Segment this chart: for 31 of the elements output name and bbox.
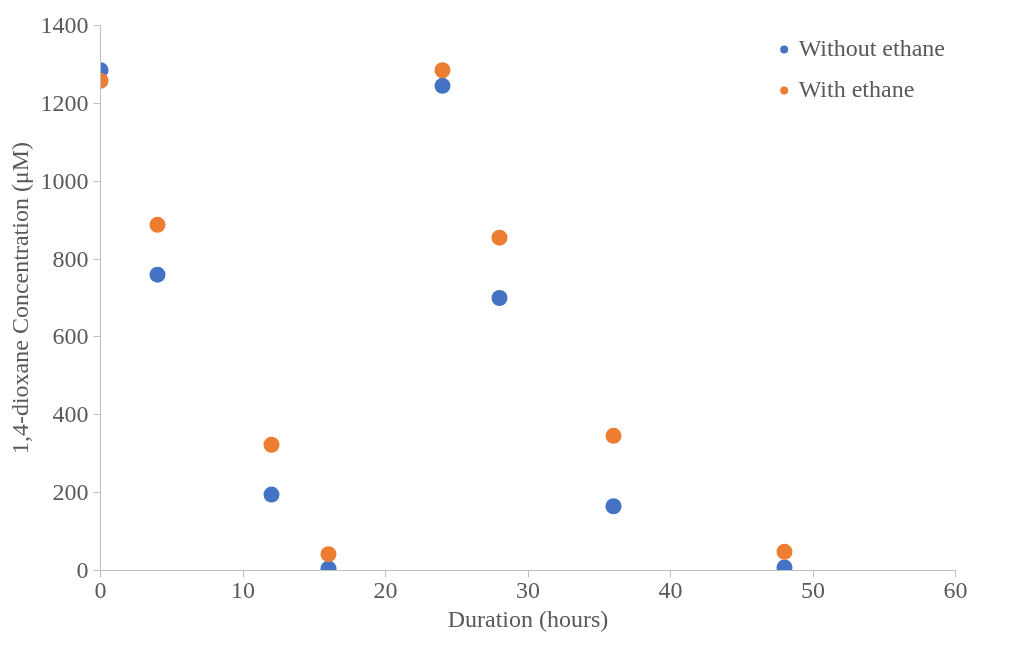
point xyxy=(491,229,508,246)
y-tick-label: 1400 xyxy=(40,12,89,38)
x-tick-label: 60 xyxy=(943,576,968,603)
point xyxy=(320,546,337,563)
x-tick-label: 40 xyxy=(658,576,683,603)
point xyxy=(263,436,280,453)
y-tick-label: 400 xyxy=(52,401,89,428)
point xyxy=(263,486,280,503)
x-tick-label: 0 xyxy=(94,576,107,603)
y-tick-label: 1200 xyxy=(40,89,89,116)
y-tick-label: 200 xyxy=(52,479,89,506)
point xyxy=(491,290,508,306)
x-tick-label: 10 xyxy=(231,576,255,603)
point xyxy=(776,543,793,560)
y-tick-label: 600 xyxy=(52,323,89,350)
y-axis-title: 1,4-dioxane Concentration (μM) xyxy=(6,141,33,455)
point xyxy=(149,266,166,283)
y-tick-label: 800 xyxy=(52,245,89,272)
point xyxy=(149,216,166,233)
x-tick-label: 20 xyxy=(373,576,398,603)
point xyxy=(434,62,451,79)
y-tick-label: 1000 xyxy=(40,167,89,194)
legend-label: With ethane xyxy=(798,76,915,103)
point xyxy=(605,427,622,444)
x-tick-label: 30 xyxy=(516,576,540,603)
point xyxy=(434,77,451,94)
y-tick-label: 0 xyxy=(76,557,89,583)
legend-label: Without ethane xyxy=(798,35,945,62)
point xyxy=(605,498,622,515)
x-axis-title: Duration (hours) xyxy=(447,605,609,632)
x-tick-label: 50 xyxy=(801,576,825,603)
